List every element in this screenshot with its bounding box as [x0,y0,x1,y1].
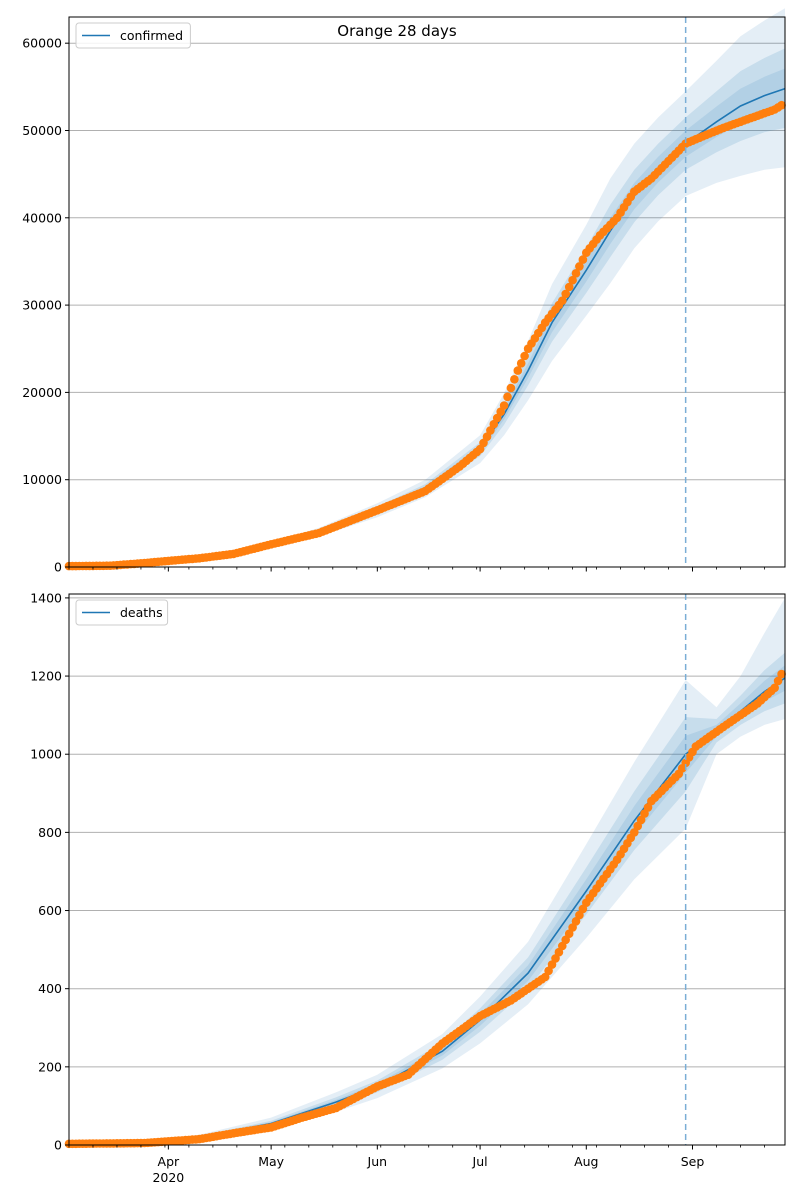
legend-label: deaths [120,605,163,620]
observed-point [506,383,516,393]
y-tick-label: 0 [54,560,62,575]
y-tick-label: 10000 [22,472,62,487]
legend-box [75,22,191,49]
observed-point [482,432,492,442]
observed-point [516,359,526,368]
observed-point [564,282,574,292]
y-tick-label: 400 [38,981,62,996]
x-tick-label: May [258,1154,284,1169]
observed-point [561,289,570,299]
axes-frame [68,16,786,568]
outer-uncertainty-band [69,597,785,1145]
observed-point [510,375,519,384]
observed-point [492,413,502,423]
y-tick-label: 30000 [22,298,62,313]
axes-frame [68,593,786,1146]
figure-title: Orange 28 days [337,22,457,40]
y-tick-label: 40000 [22,210,62,225]
observed-point [770,683,779,693]
x-tick-label: Sep [681,1154,705,1169]
legend: deaths [75,599,169,626]
observed-point [777,100,786,110]
core-uncertainty-band [69,68,785,567]
observed-point [643,803,653,812]
y-tick-label: 200 [38,1059,62,1074]
legend-label: confirmed [120,28,183,43]
y-tick-label: 60000 [22,36,62,51]
y-tick-label: 600 [38,903,62,918]
y-tick-label: 0 [54,1138,62,1153]
observed-point [777,669,786,679]
y-tick-label: 800 [38,825,62,840]
observed-point [575,262,584,271]
observed-point [636,815,646,825]
legend-box [75,599,169,626]
y-tick-label: 20000 [22,385,62,400]
x-tick-label: Apr [158,1154,180,1169]
y-tick-label: 1000 [30,747,62,762]
observed-point [520,351,529,361]
inner-uncertainty-band [69,48,785,567]
y-tick-label: 1200 [30,669,62,684]
observed-point [499,401,509,410]
observed-point [558,296,567,306]
y-tick-label: 50000 [22,123,62,138]
x-tick-label: 2020 [152,1170,184,1185]
observed-point [630,828,639,837]
confirmed-panel: 0 10000 20000 30000 40000 50000 60000 confirmed [22,8,786,575]
observed-point [513,366,523,375]
observed-point [578,255,588,264]
observed-point [773,676,783,686]
y-tick-label: 1400 [30,590,62,605]
legend: confirmed [75,22,191,49]
outer-uncertainty-band [69,8,785,568]
observed-point [503,392,512,402]
observed-point [568,275,577,285]
x-tick-label: Aug [574,1154,598,1169]
x-tick-label: Jun [367,1154,388,1169]
observed-point [571,269,581,278]
x-tick-label: Jul [472,1154,488,1169]
